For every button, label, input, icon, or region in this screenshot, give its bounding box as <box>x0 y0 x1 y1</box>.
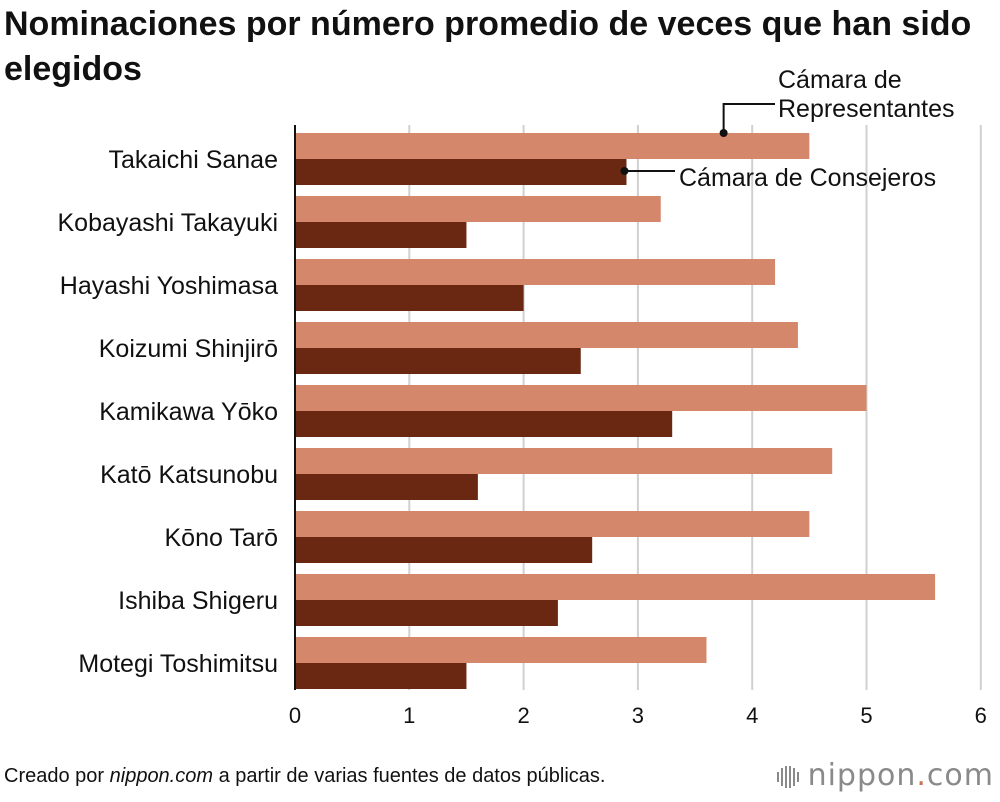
bar-representantes <box>295 511 810 537</box>
bar-consejeros <box>295 663 467 689</box>
bar-consejeros <box>295 411 673 437</box>
source-site: nippon.com <box>109 765 214 787</box>
source-note: Creado por nippon.com a partir de varias… <box>4 765 605 788</box>
bar-consejeros <box>295 222 467 248</box>
x-tick-label: 6 <box>975 703 987 728</box>
bar-consejeros <box>295 600 558 626</box>
bar-representantes <box>295 259 776 285</box>
brand-logo: nippon.com <box>776 758 994 793</box>
bar-consejeros <box>295 474 478 500</box>
x-tick-label: 4 <box>746 703 758 728</box>
bar-representantes <box>295 448 833 474</box>
chart-title: Nominaciones por número promedio de vece… <box>4 5 972 88</box>
axes: 0 1 2 3 4 5 6 Takaichi Sanae Kobayashi Takayuki H… <box>57 125 987 728</box>
bar-representantes <box>295 385 867 411</box>
bar-representantes <box>295 196 661 222</box>
x-tick-label: 5 <box>860 703 872 728</box>
bar-consejeros <box>295 348 581 374</box>
bar-representantes <box>295 637 707 663</box>
source-suffix: a partir de varias fuentes de datos públ… <box>213 765 606 787</box>
x-tick-label: 1 <box>403 703 415 728</box>
bars <box>295 133 936 689</box>
bar-consejeros <box>295 159 627 185</box>
category-label: Kobayashi Takayuki <box>57 209 278 237</box>
bar-consejeros <box>295 285 524 311</box>
x-tick-label: 3 <box>632 703 644 728</box>
category-label: Ishiba Shigeru <box>118 587 278 615</box>
category-label: Koizumi Shinjirō <box>99 335 278 363</box>
bar-representantes <box>295 574 936 600</box>
brand-dot: . <box>916 758 927 793</box>
x-tick-label: 0 <box>289 703 301 728</box>
series-label-consejeros: Cámara de Consejeros <box>679 164 936 192</box>
brand-mark-icon <box>776 765 799 788</box>
bar-representantes <box>295 133 810 159</box>
series-label-representantes: Representantes <box>778 95 955 123</box>
leader-line <box>722 103 775 133</box>
bar-representantes <box>295 322 798 348</box>
bar-consejeros <box>295 537 593 563</box>
brand-tld: com <box>926 758 994 793</box>
category-label: Kōno Tarō <box>164 524 278 552</box>
brand-name: nippon <box>807 758 917 793</box>
source-prefix: Creado por <box>4 765 110 787</box>
category-label: Hayashi Yoshimasa <box>60 272 278 300</box>
series-label-representantes: Cámara de <box>778 66 902 94</box>
category-label: Takaichi Sanae <box>108 146 278 174</box>
category-label: Motegi Toshimitsu <box>78 650 278 678</box>
category-label: Katō Katsunobu <box>100 461 278 489</box>
category-label: Kamikawa Yōko <box>99 398 278 426</box>
x-tick-label: 2 <box>517 703 529 728</box>
